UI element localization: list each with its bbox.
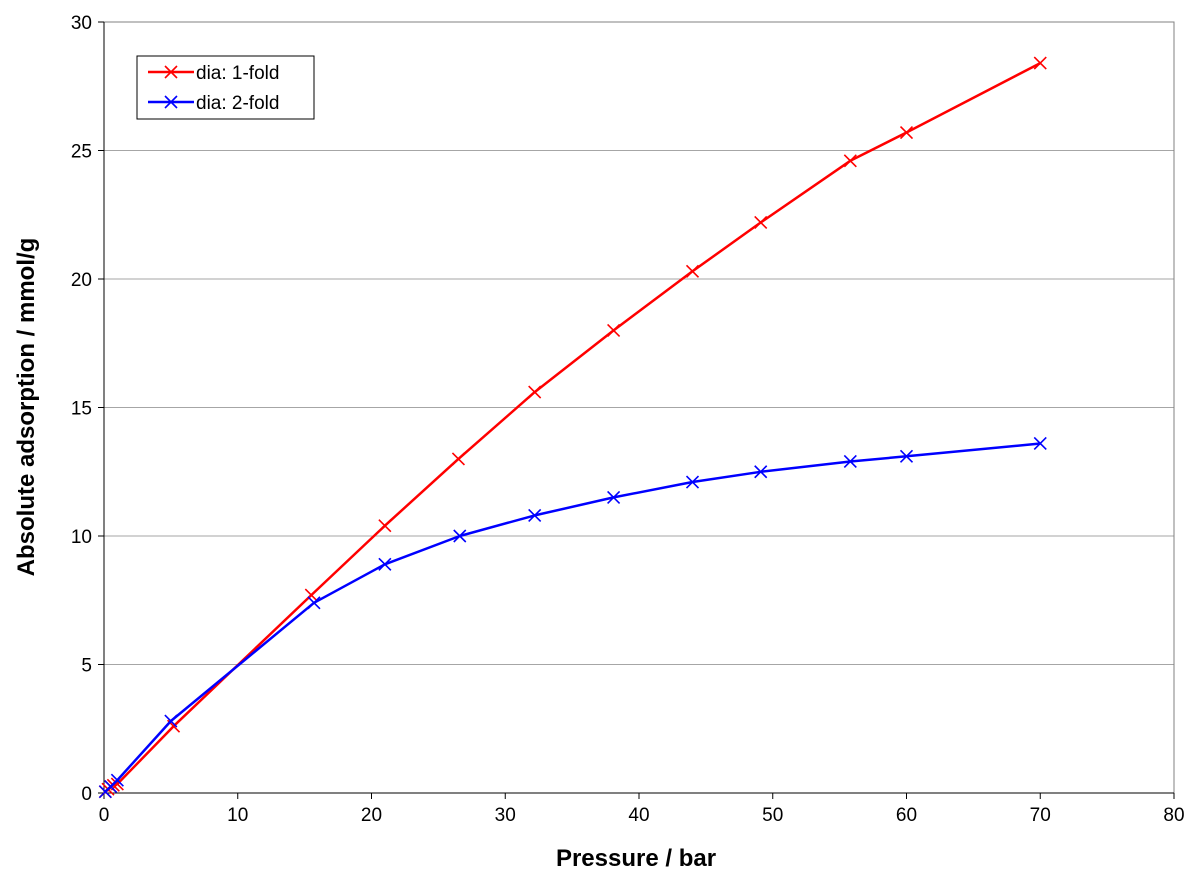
- data-point-marker: [529, 386, 541, 398]
- x-axis-title: Pressure / bar: [556, 845, 716, 872]
- x-tick-label: 50: [762, 805, 783, 826]
- x-tick-label: 70: [1030, 805, 1051, 826]
- x-ticks: 0 10 20 30 40 50 60 70 80: [99, 793, 1185, 826]
- data-point-marker: [379, 520, 391, 532]
- y-tick-label: 10: [71, 527, 92, 548]
- data-point-marker: [452, 453, 464, 465]
- series-line: [105, 444, 1040, 792]
- y-tick-label: 15: [71, 399, 92, 420]
- y-tick-label: 20: [71, 270, 92, 291]
- series: [99, 57, 1046, 798]
- series-2: [99, 437, 1046, 797]
- y-ticks: 0 5 10 15 20 25 30: [71, 13, 104, 805]
- legend: dia: 1-fold dia: 2-fold: [137, 56, 314, 119]
- x-tick-label: 0: [99, 805, 110, 826]
- y-tick-label: 25: [71, 142, 92, 163]
- y-tick-label: 0: [81, 784, 92, 805]
- data-point-marker: [901, 127, 913, 139]
- data-point-marker: [165, 715, 177, 727]
- x-tick-label: 20: [361, 805, 382, 826]
- y-tick-label: 30: [71, 13, 92, 34]
- x-tick-label: 80: [1163, 805, 1184, 826]
- data-point-marker: [687, 265, 699, 277]
- y-tick-label: 5: [81, 656, 92, 677]
- data-point-marker: [379, 558, 391, 570]
- data-point-marker: [844, 155, 856, 167]
- x-tick-label: 40: [628, 805, 649, 826]
- x-tick-label: 30: [495, 805, 516, 826]
- data-point-marker: [755, 216, 767, 228]
- data-point-marker: [1034, 57, 1046, 69]
- legend-label: dia: 2-fold: [196, 93, 279, 114]
- legend-label: dia: 1-fold: [196, 63, 279, 84]
- x-tick-label: 60: [896, 805, 917, 826]
- series-line: [105, 63, 1040, 792]
- data-point-marker: [608, 324, 620, 336]
- y-axis-title: Absolute adsorption / mmol/g: [13, 238, 40, 577]
- series-1: [99, 57, 1046, 798]
- x-tick-label: 10: [227, 805, 248, 826]
